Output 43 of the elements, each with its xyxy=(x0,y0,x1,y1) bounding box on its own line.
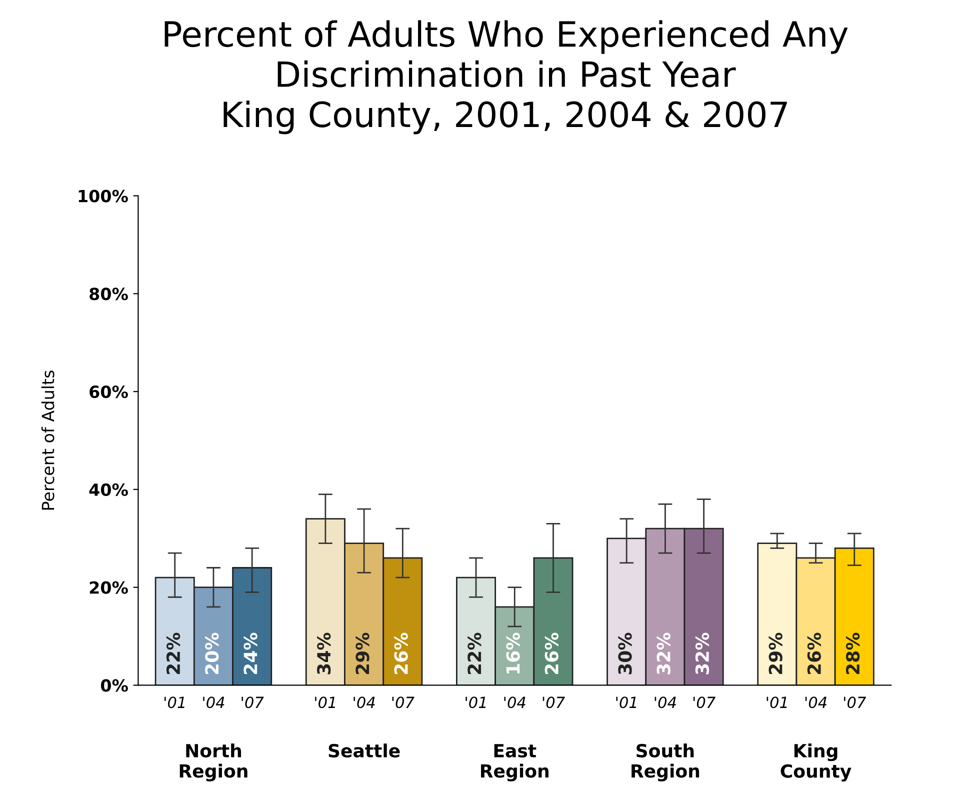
x-tick-label: '07 xyxy=(542,696,565,708)
data-label: 26% xyxy=(544,632,558,674)
data-label: 34% xyxy=(317,632,331,674)
text: Seattle xyxy=(328,744,400,758)
x-tick-label: '04 xyxy=(354,696,375,708)
x-tick-label: '04 xyxy=(203,696,224,708)
text: South Region xyxy=(632,744,700,782)
y-tick-label: 100% xyxy=(78,190,128,202)
data-label: 22% xyxy=(166,632,180,674)
data-label: 20% xyxy=(205,632,219,674)
x-tick-label: '01 xyxy=(315,696,335,708)
data-label: 24% xyxy=(244,632,258,674)
y-tick-label: 20% xyxy=(90,581,128,594)
data-label: 32% xyxy=(695,632,710,674)
x-tick-label: '01 xyxy=(164,696,184,708)
data-label: 29% xyxy=(356,632,370,674)
y-tick-label: 80% xyxy=(90,288,128,300)
data-label: 30% xyxy=(618,632,632,674)
data-label: 16% xyxy=(506,632,520,674)
data-label: 32% xyxy=(656,632,670,674)
x-tick-label: '07 xyxy=(693,696,716,708)
x-tick-label: '04 xyxy=(504,696,526,708)
data-label: 28% xyxy=(846,632,860,674)
y-tick-label: 0% xyxy=(100,679,128,692)
text: North Region xyxy=(180,744,248,782)
data-label: 29% xyxy=(768,632,782,674)
chart-title: Percent of Adults Who Experienced Any Discrimination in Past Year King County, 2001, 2004 & 2007 xyxy=(164,20,848,134)
y-axis-title: Percent of Adults xyxy=(41,370,54,510)
y-tick-label: 40% xyxy=(89,483,128,496)
text: East Region xyxy=(481,744,548,782)
x-tick-label: '01 xyxy=(766,696,787,708)
data-label: 22% xyxy=(468,632,482,674)
data-label: 26% xyxy=(807,632,822,674)
x-tick-label: '07 xyxy=(392,696,414,708)
x-tick-label: '07 xyxy=(844,696,866,708)
x-tick-label: '04 xyxy=(805,696,826,708)
x-tick-label: '04 xyxy=(654,696,676,708)
text: King County xyxy=(780,744,852,782)
data-label: 26% xyxy=(394,632,408,674)
x-tick-label: '07 xyxy=(242,696,264,708)
x-tick-label: '01 xyxy=(616,696,636,708)
x-tick-label: '01 xyxy=(466,696,486,708)
y-tick-label: 60% xyxy=(90,386,128,398)
